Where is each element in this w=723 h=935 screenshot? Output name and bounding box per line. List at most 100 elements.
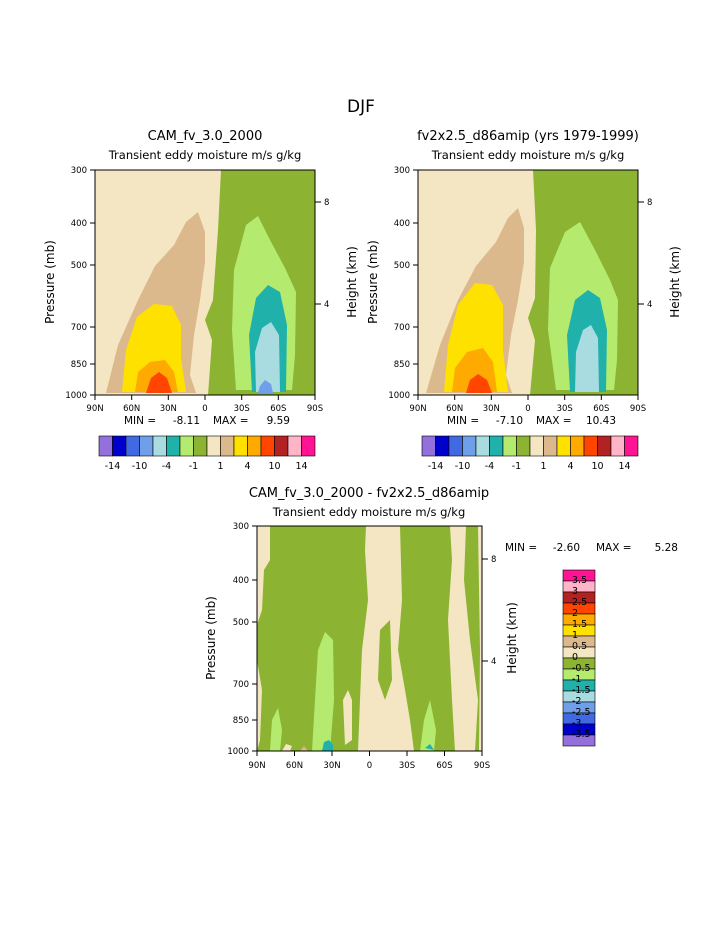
- colorbar-tick-label: -4: [485, 461, 494, 472]
- x-tick-label: 30N: [483, 404, 500, 414]
- x-tick-label: 60N: [123, 404, 140, 414]
- panel-left-subtitle: Transient eddy moisture m/s g/kg: [108, 148, 302, 162]
- y2-axis-label: Height (km): [345, 246, 359, 317]
- y2-axis-label: Height (km): [668, 246, 682, 317]
- y-tick-label: 700: [71, 323, 87, 333]
- panel-diff-ticks: [252, 525, 488, 756]
- y-tick-label: 850: [394, 360, 410, 370]
- colorbar-tick-label: 3.5: [572, 575, 587, 586]
- x-tick-label: 90S: [474, 761, 490, 771]
- contour-fill-red: [466, 374, 492, 393]
- colorbar-swatch: [448, 435, 463, 457]
- colorbar-swatch: [529, 435, 544, 457]
- contour-fill-green: [378, 620, 392, 700]
- colorbar-swatch: [583, 435, 598, 457]
- contour-fill-blue: [258, 380, 273, 393]
- panel-diff-subtitle: Transient eddy moisture m/s g/kg: [272, 505, 466, 519]
- contour-fill-cream: [343, 690, 352, 745]
- colorbar-tick-label: 3: [572, 586, 578, 597]
- colorbar-swatch: [475, 435, 490, 457]
- x-tick-label: 90S: [630, 404, 646, 414]
- max-value: 10.43: [586, 415, 616, 427]
- colorbar-tick-label: -3: [572, 718, 581, 729]
- colorbar-swatch: [193, 435, 208, 457]
- colorbar-tick-label: 1: [217, 461, 223, 472]
- max-label: MAX =: [536, 415, 572, 427]
- x-tick-label: 30S: [557, 404, 573, 414]
- colorbar-diff: [562, 569, 596, 747]
- y2-tick-label: 4: [647, 300, 652, 310]
- y2-tick-label: 8: [647, 198, 652, 208]
- y2-tick-label: 8: [491, 555, 496, 565]
- contour-fill-red: [146, 372, 172, 393]
- x-tick-label: 60S: [436, 761, 452, 771]
- contour-fill-lightgreen: [420, 700, 436, 751]
- x-tick-label: 90N: [409, 404, 426, 414]
- colorbar-swatch: [112, 435, 127, 457]
- y-tick-label: 300: [233, 522, 249, 532]
- colorbar-swatch: [543, 435, 558, 457]
- min-value: -8.11: [173, 415, 200, 427]
- y-tick-label: 500: [233, 618, 249, 628]
- colorbar-swatch: [301, 435, 316, 457]
- max-label: MAX =: [213, 415, 249, 427]
- colorbar-swatch: [139, 435, 154, 457]
- colorbar-tick-label: -10: [455, 461, 471, 472]
- colorbar-tick-label: 10: [591, 461, 603, 472]
- colorbar-tick-label: -1: [572, 674, 581, 685]
- y-tick-label: 850: [71, 360, 87, 370]
- panel-right: fv2x2.5_d86amip (yrs 1979-1999) Transien…: [366, 129, 682, 472]
- min-label: MIN =: [447, 415, 479, 427]
- contour-fill-cream: [478, 526, 482, 751]
- x-tick-label: 60S: [593, 404, 609, 414]
- min-value: -7.10: [496, 415, 523, 427]
- panel-left: CAM_fv_3.0_2000 Transient eddy moisture …: [43, 129, 359, 472]
- max-value: 9.59: [267, 415, 290, 427]
- contour-fill-cream: [282, 744, 292, 751]
- y-tick-label: 500: [394, 261, 410, 271]
- x-tick-label: 30S: [399, 761, 415, 771]
- y-tick-label: 700: [394, 323, 410, 333]
- colorbar-swatch: [247, 435, 262, 457]
- colorbar-tick-label: 1.5: [572, 619, 587, 630]
- y2-tick-label: 4: [491, 657, 496, 667]
- colorbar-swatch: [462, 435, 477, 457]
- min-label: MIN =: [124, 415, 156, 427]
- colorbar-tick-label: 14: [295, 461, 307, 472]
- panel-left-ticks: [90, 169, 321, 400]
- y-tick-label: 500: [71, 261, 87, 271]
- colorbar-swatch: [570, 435, 585, 457]
- x-tick-label: 30S: [234, 404, 250, 414]
- y2-tick-label: 8: [324, 198, 329, 208]
- colorbar-tick-label: 0.5: [572, 641, 587, 652]
- colorbar-tick-label: -3.5: [572, 729, 591, 740]
- max-value: 5.28: [655, 542, 678, 554]
- contour-fill-teal: [425, 744, 434, 750]
- x-tick-label: 90S: [307, 404, 323, 414]
- colorbar-tick-label: 2.5: [572, 597, 587, 608]
- colorbar-tick-label: 14: [618, 461, 630, 472]
- y-tick-label: 1000: [388, 391, 410, 401]
- contour-fill-cream: [448, 526, 478, 751]
- x-tick-label: 60N: [286, 761, 303, 771]
- x-tick-label: 0: [367, 761, 372, 771]
- y-tick-label: 1000: [65, 391, 87, 401]
- panel-diff-contours: [257, 526, 482, 751]
- page-title: DJF: [347, 97, 375, 117]
- contour-fill-cream: [257, 526, 270, 625]
- panel-left-contours: [95, 170, 315, 395]
- colorbar-tick-label: -14: [428, 461, 444, 472]
- colorbar-tick-label: 4: [244, 461, 250, 472]
- y-tick-label: 400: [233, 576, 249, 586]
- x-tick-label: 90N: [248, 761, 265, 771]
- y-tick-label: 300: [394, 166, 410, 176]
- colorbar-swatch: [152, 435, 167, 457]
- y-tick-label: 850: [233, 716, 249, 726]
- colorbar-tick-label: -1.5: [572, 685, 591, 696]
- colorbar-right: [421, 435, 639, 457]
- colorbar-left: [98, 435, 316, 457]
- colorbar-swatch: [206, 435, 221, 457]
- x-tick-label: 60N: [446, 404, 463, 414]
- y-axis-label: Pressure (mb): [43, 240, 57, 324]
